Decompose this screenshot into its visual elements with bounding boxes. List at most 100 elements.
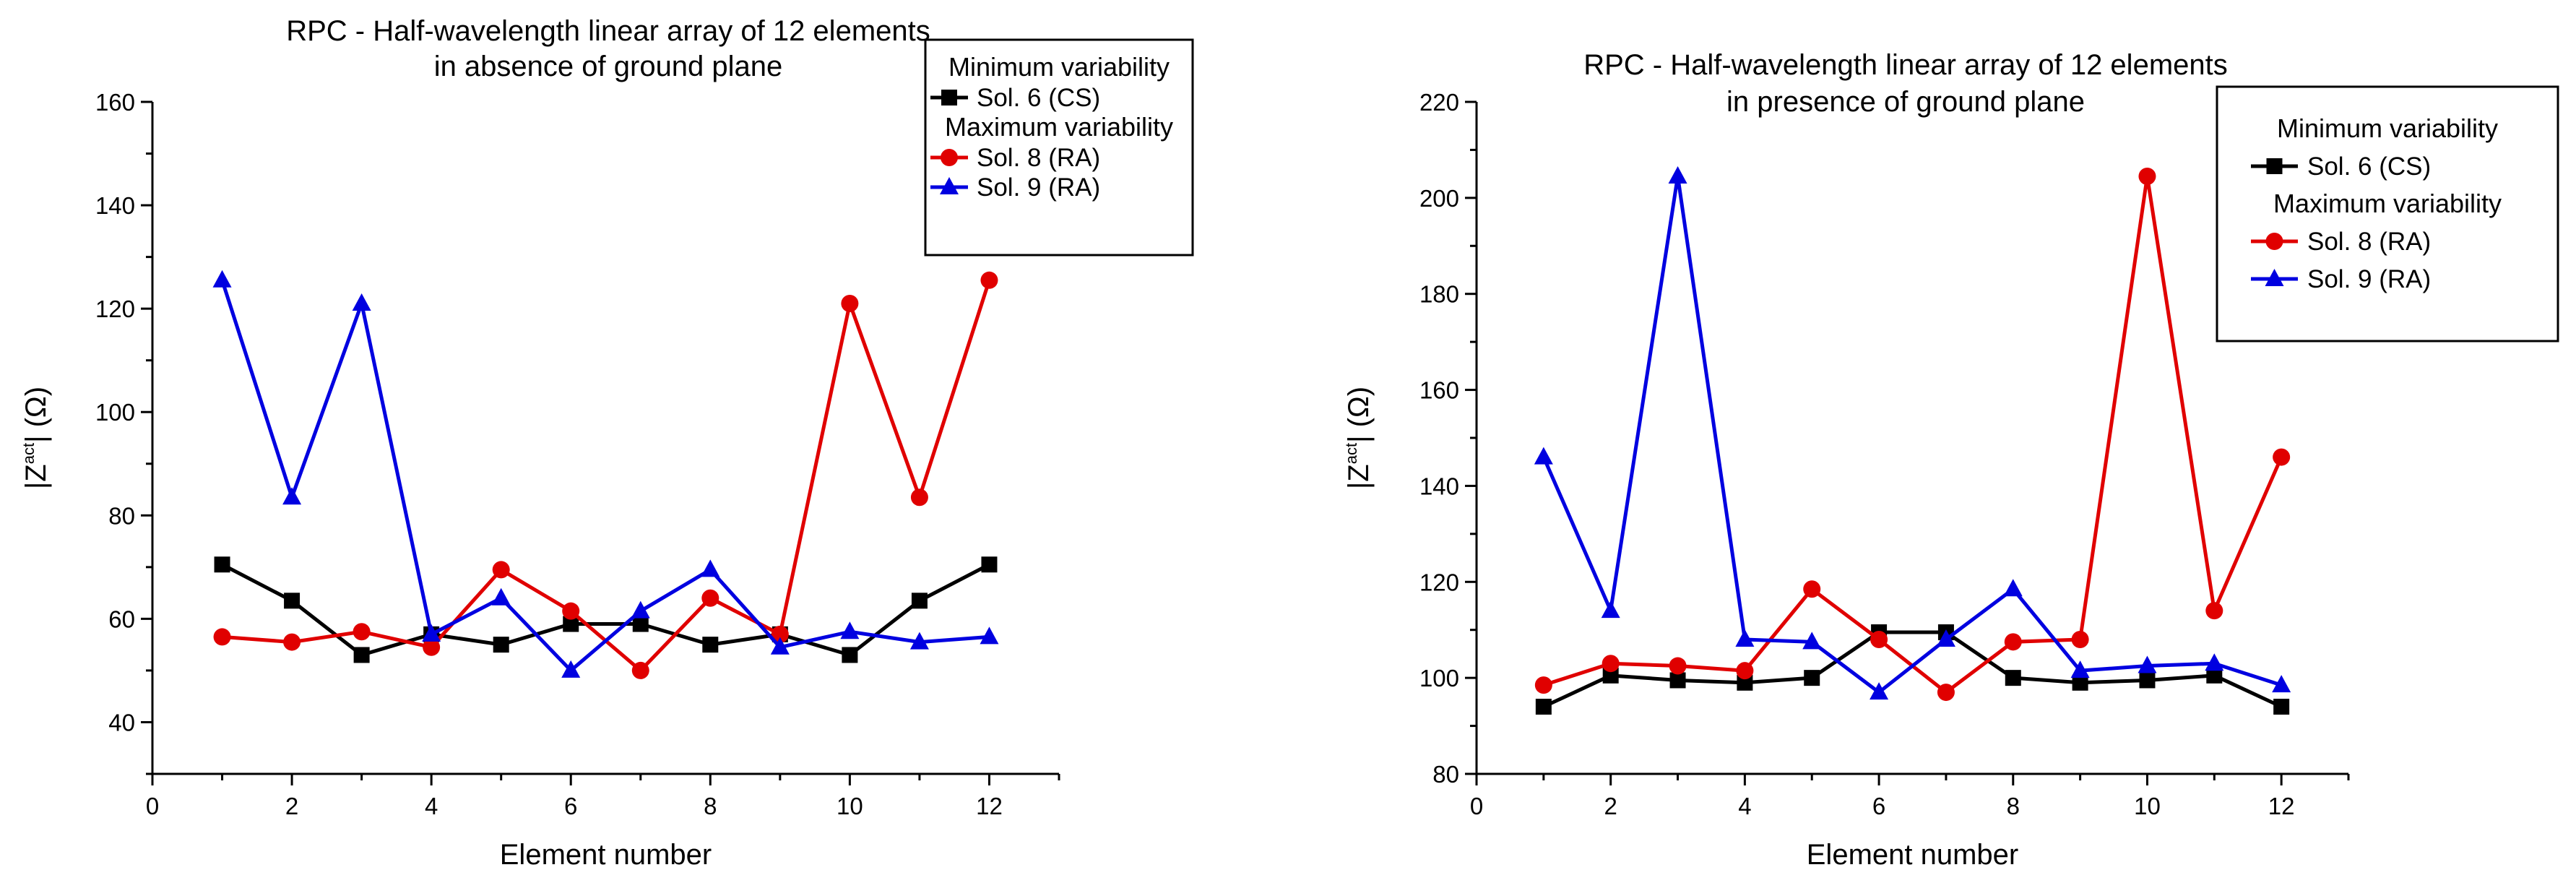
y-axis-label-superscript: act [1342, 443, 1360, 464]
series-1-point [842, 647, 858, 663]
series-3-point [1735, 629, 1755, 647]
y-axis-label-main: |Z [20, 464, 52, 489]
y-tick-label: 140 [1419, 473, 1459, 499]
series-3-point [1668, 165, 1687, 184]
y-axis-label: |Zact| (Ω) [1342, 387, 1375, 489]
series-2-point [1669, 657, 1687, 675]
series-2-point [2205, 602, 2223, 620]
y-tick-label: 160 [1419, 377, 1459, 404]
legend-swatch-marker-1 [2266, 158, 2283, 174]
series-1-point [214, 556, 230, 573]
series-1-point [353, 647, 370, 663]
legend-swatch-marker-2 [2265, 233, 2283, 250]
legend-group-heading: Minimum variability [948, 52, 1170, 82]
series-1-point [1669, 672, 1686, 689]
series-3-point [840, 621, 860, 639]
series-1-point [1737, 674, 1753, 691]
series-2-point [562, 602, 580, 620]
series-3-point [2205, 653, 2224, 671]
legend-swatch-marker-1 [941, 90, 957, 105]
series-2-line [222, 280, 991, 673]
series-1-point [632, 616, 649, 632]
series-1-point [563, 616, 579, 632]
legend-group-heading: Maximum variability [2273, 189, 2502, 218]
series-1-point [981, 556, 998, 573]
y-tick-label: 100 [95, 399, 135, 426]
series-3-line [1542, 174, 2282, 694]
series-3-point [2138, 655, 2157, 673]
x-axis-label: Element number [1807, 839, 2018, 871]
series-1-line [221, 563, 990, 657]
series-1-point [493, 637, 509, 653]
series-3-point [1534, 447, 1553, 465]
series-3-point [770, 637, 790, 655]
y-axis-label-main: |Z [1343, 464, 1375, 489]
y-axis-label: |Zact| (Ω) [20, 387, 52, 489]
y-axis-label-superscript: act [20, 443, 38, 464]
y-tick-label: 180 [1419, 281, 1459, 308]
series-2-point [1602, 655, 1620, 673]
x-tick-label: 6 [564, 793, 577, 819]
series-2-point [980, 271, 998, 289]
y-tick-label: 140 [95, 192, 135, 219]
series-2-point [492, 561, 510, 579]
x-tick-label: 6 [1872, 793, 1885, 819]
series-2-point [1534, 676, 1552, 694]
x-tick-label: 12 [2268, 793, 2295, 819]
series-3-point [491, 587, 511, 606]
series-3-line [220, 280, 990, 673]
series-3-group [212, 270, 999, 678]
series-2-point [631, 661, 649, 679]
legend-box [2216, 85, 2559, 343]
chart-title-line-1: RPC - Half-wavelength linear array of 12… [286, 15, 930, 47]
series-3-point [422, 624, 441, 642]
series-3-group [1534, 165, 2291, 700]
legend-entry-3: Sol. 9 (RA) [2307, 265, 2431, 293]
series-2-point [841, 295, 859, 312]
series-2-point [1937, 684, 1955, 702]
y-axis-label-unit: | (Ω) [20, 387, 52, 443]
y-tick-label: 220 [1419, 89, 1459, 116]
series-1-point [2206, 667, 2223, 684]
series-1-group [214, 556, 998, 663]
x-tick-label: 10 [837, 793, 863, 819]
series-1-point [2005, 670, 2021, 686]
legend-group-heading: Minimum variability [2277, 113, 2498, 143]
y-tick-label: 160 [95, 89, 135, 116]
series-2-point [213, 628, 231, 646]
legend-entry-3: Sol. 9 (RA) [977, 173, 1100, 202]
y-tick-label: 120 [95, 296, 135, 322]
y-tick-label: 80 [1432, 761, 1459, 788]
y-tick-label: 80 [108, 502, 135, 529]
chart-absence-ground-plane: RPC - Half-wavelength linear array of 12… [20, 15, 1194, 871]
series-2-point [910, 488, 928, 507]
y-tick-label: 200 [1419, 185, 1459, 212]
series-2-point [1870, 631, 1888, 648]
y-tick-label: 120 [1419, 569, 1459, 595]
series-1-group [1535, 624, 2290, 715]
x-tick-label: 8 [704, 793, 717, 819]
series-1-point [2139, 672, 2156, 689]
series-3-point [909, 632, 929, 650]
series-3-point [1870, 682, 1889, 700]
series-2-point [283, 633, 301, 651]
x-tick-label: 4 [1738, 793, 1751, 819]
series-2-point [2004, 633, 2022, 651]
series-3-point [2003, 579, 2023, 597]
chart-panel-presence: RPC - Half-wavelength linear array of 12… [1288, 0, 2576, 896]
series-2-point [1803, 580, 1821, 598]
x-tick-label: 0 [146, 793, 159, 819]
series-3-point [1601, 600, 1620, 619]
series-1-point [1535, 699, 1552, 715]
y-axis-label-unit: | (Ω) [1343, 387, 1375, 443]
chart-presence-ground-plane: RPC - Half-wavelength linear array of 12… [1342, 49, 2559, 871]
series-1-point [1804, 670, 1820, 686]
series-3-point [701, 559, 720, 577]
legend-swatch-marker-3 [2265, 269, 2284, 286]
x-tick-label: 10 [2134, 793, 2161, 819]
x-tick-label: 12 [976, 793, 1003, 819]
series-3-point [631, 600, 650, 619]
series-3-point [1936, 629, 1955, 647]
